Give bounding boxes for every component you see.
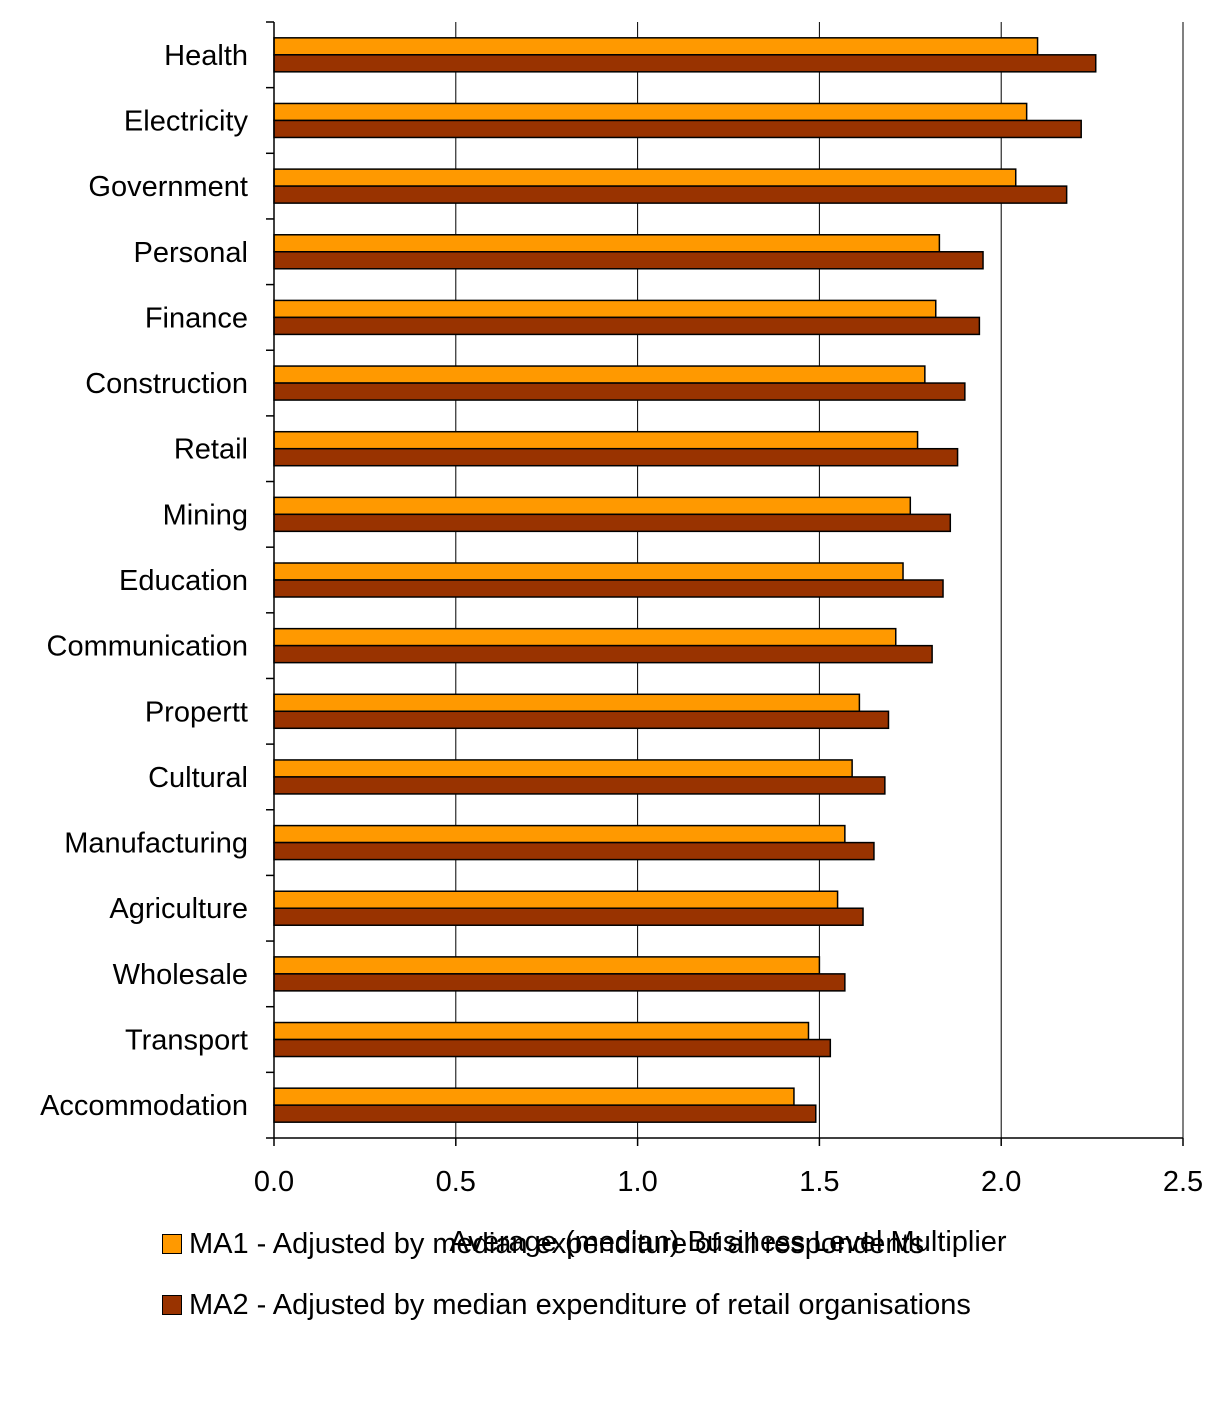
category-labels: Health Electricity Government Personal Finan… <box>40 40 248 1122</box>
axes <box>266 21 1184 1146</box>
category-label: Cultural <box>148 762 248 794</box>
bar-ma1-construction <box>273 365 926 384</box>
category-label: Construction <box>85 368 248 400</box>
category-label: Personal <box>134 237 248 269</box>
bar-ma1-wholesale <box>273 956 821 975</box>
legend-label-ma1: MA1 - Adjusted by median expenditure of … <box>189 1227 925 1260</box>
category-label: Education <box>119 565 248 597</box>
category-label: Government <box>88 171 248 203</box>
x-tick-label: 0.0 <box>254 1166 294 1198</box>
legend-label-ma2: MA2 - Adjusted by median expenditure of … <box>189 1288 971 1321</box>
bar-ma2-communication <box>273 644 933 664</box>
bar-ma2-education <box>273 579 944 598</box>
legend-swatch-ma1 <box>162 1234 182 1254</box>
bar-ma2-agriculture <box>273 907 864 926</box>
category-label: Transport <box>125 1025 248 1057</box>
bar-ma2-electricity <box>273 119 1082 139</box>
bar-ma1-finance <box>273 299 937 319</box>
bar-ma1-personal <box>273 234 941 253</box>
bars <box>273 37 1097 1123</box>
category-label: Communication <box>47 631 248 663</box>
bar-ma1-education <box>273 562 904 581</box>
legend: MA1 - Adjusted by median expenditure of … <box>162 1228 971 1350</box>
bar-ma2-retail <box>273 447 959 467</box>
bar-ma2-transport <box>273 1038 832 1058</box>
category-label: Wholesale <box>113 959 248 991</box>
x-tick-label: 1.0 <box>617 1166 657 1198</box>
bar-ma1-mining <box>273 496 912 516</box>
bar-ma2-finance <box>273 316 981 336</box>
category-label: Manufacturing <box>64 828 248 860</box>
x-tick-label: 1.5 <box>799 1166 839 1198</box>
legend-item-ma2: MA2 - Adjusted by median expenditure of … <box>162 1289 971 1321</box>
legend-swatch-ma2 <box>162 1295 182 1315</box>
bar-ma2-accommodation <box>273 1104 817 1123</box>
bar-ma2-propertt <box>273 710 890 730</box>
category-label: Propertt <box>145 696 248 728</box>
category-label: Accommodation <box>40 1090 248 1122</box>
bar-ma1-propertt <box>273 693 861 713</box>
bar-ma1-manufacturing <box>273 824 846 844</box>
bar-ma1-health <box>273 37 1039 56</box>
bar-ma1-electricity <box>273 102 1028 122</box>
category-label: Mining <box>163 499 248 531</box>
x-axis-title: Average (median) Business Level Multipli… <box>449 1226 1007 1258</box>
bar-ma2-personal <box>273 251 984 270</box>
bar-ma1-retail <box>273 430 919 450</box>
bar-ma2-government <box>273 185 1068 204</box>
category-label: Retail <box>174 434 248 466</box>
bar-ma2-manufacturing <box>273 841 875 861</box>
x-tick-label: 0.5 <box>436 1166 476 1198</box>
bar-ma2-cultural <box>273 776 886 795</box>
bar-ma1-cultural <box>273 759 853 778</box>
bar-ma2-construction <box>273 382 966 401</box>
bar-ma1-government <box>273 168 1017 187</box>
bar-ma2-mining <box>273 513 952 533</box>
bar-ma2-health <box>273 54 1097 73</box>
bar-ma1-agriculture <box>273 890 839 909</box>
x-tick-label: 2.5 <box>1163 1166 1203 1198</box>
bar-ma2-wholesale <box>273 973 846 992</box>
legend-item-ma1: MA1 - Adjusted by median expenditure of … <box>162 1228 971 1260</box>
bar-ma1-communication <box>273 627 897 647</box>
bar-ma1-transport <box>273 1021 810 1041</box>
category-label: Agriculture <box>109 893 248 925</box>
x-tick-label: 2.0 <box>981 1166 1021 1198</box>
category-label: Finance <box>145 302 248 334</box>
x-tick-labels: 0.0 0.5 1.0 1.5 2.0 2.5 <box>254 1166 1203 1198</box>
category-label: Electricity <box>124 105 249 137</box>
bar-ma1-accommodation <box>273 1087 795 1106</box>
category-label: Health <box>164 40 248 72</box>
